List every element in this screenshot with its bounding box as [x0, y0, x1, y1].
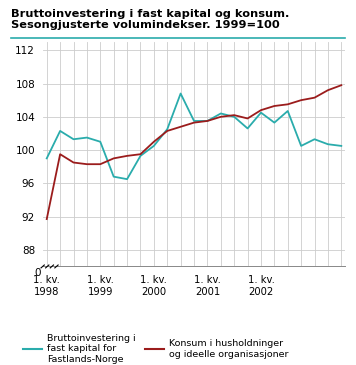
Text: 0: 0 [35, 268, 41, 278]
Text: Sesongjusterte volumindekser. 1999=100: Sesongjusterte volumindekser. 1999=100 [11, 20, 279, 30]
Text: Bruttoinvestering i fast kapital og konsum.: Bruttoinvestering i fast kapital og kons… [11, 9, 289, 19]
Legend: Bruttoinvestering i
fast kapital for
Fastlands-Norge, Konsum i husholdninger
og : Bruttoinvestering i fast kapital for Fas… [23, 334, 288, 364]
